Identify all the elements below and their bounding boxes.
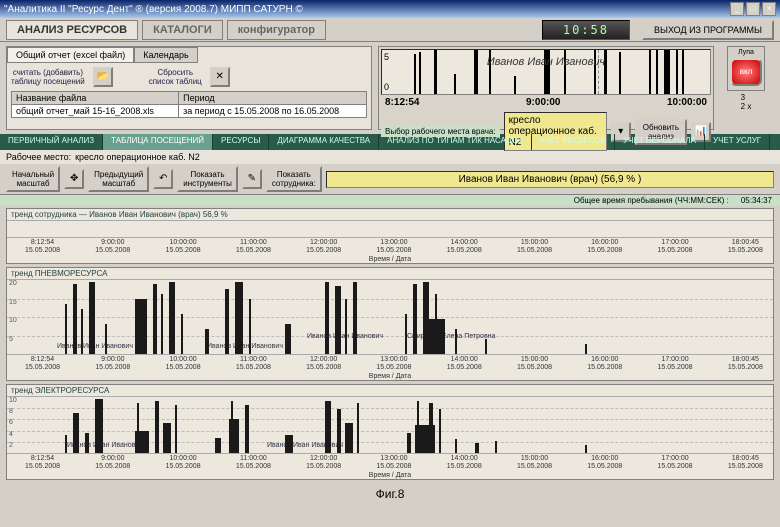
tool-initial-scale[interactable]: Начальный масштаб (6, 166, 60, 192)
read-table-label: считать (добавить) таблицу посещений (11, 68, 85, 86)
tl-t3: 10:00:00 (667, 97, 707, 108)
chart1-xcaption: Время / Дата (7, 256, 773, 263)
chart-electro: тренд ЭЛЕКТРОРЕСУРСА 10 8 6 4 2 Иванов И… (6, 384, 774, 480)
cell-filename: общий отчет_май 15-16_2008.xls (12, 105, 179, 118)
c2-lab2: Иванов Иван Иванович (207, 343, 283, 350)
chart3-xaxis: 8:12:54 15.05.20089:00:00 15.05.200810:0… (7, 454, 773, 472)
col-period: Период (179, 92, 367, 105)
table-row[interactable]: общий отчет_май 15-16_2008.xls за период… (12, 105, 367, 118)
chart3-title: тренд ЭЛЕКТРОРЕСУРСА (7, 385, 773, 396)
c2-y20: 20 (9, 280, 17, 287)
col-filename: Название файла (12, 92, 179, 105)
menu-catalogs[interactable]: КАТАЛОГИ (142, 20, 223, 40)
timeline-person: Иванов Иван Иванович (487, 56, 605, 68)
nav-tabs: ПЕРВИЧНЫЙ АНАЛИЗ ТАБЛИЦА ПОСЕЩЕНИЙ РЕСУР… (0, 134, 780, 150)
minimize-button[interactable]: _ (730, 2, 744, 16)
tool-show-instr[interactable]: Показать инструменты (177, 166, 238, 192)
summary-value: 05:34:37 (741, 196, 772, 205)
cell-period: за период с 15.05.2008 по 16.05.2008 (179, 105, 367, 118)
figure-caption: Фиг.8 (0, 485, 780, 503)
zoom-stack[interactable]: 3 2 x (741, 93, 752, 111)
report-buttons: считать (добавить) таблицу посещений 📂 С… (11, 67, 367, 87)
navtab-services[interactable]: УЧЕТ УСЛУГ (705, 134, 770, 150)
employee-field[interactable]: Иванов Иван Иванович (врач) (56,9 % ) (326, 171, 774, 188)
timeline-axis: 8:12:54 9:00:00 10:00:00 (381, 95, 711, 110)
navtab-staff-acc[interactable]: УЧЕТ ПЕРСОНАЛА (615, 134, 705, 150)
c3-y8: 8 (9, 408, 13, 415)
chart2-xcaption: Время / Дата (7, 373, 773, 380)
c2-y10: 10 (9, 317, 17, 324)
workplace-row: Рабочее место: кресло операционное каб. … (0, 150, 780, 164)
window-titlebar: "Аналитика II "Ресурс Дент" ® (версия 20… (0, 0, 780, 18)
clock-display: 10:58 (542, 20, 630, 40)
summary-bar: Общее время пребывания (ЧЧ:ММ:СЕК) : 05:… (0, 195, 780, 206)
c2-lab4: Смирнова Елена Петровна (407, 333, 495, 340)
report-panel: Общий отчет (excel файл) Календарь счита… (6, 46, 372, 130)
tl-t1: 8:12:54 (385, 97, 419, 108)
navtab-primary[interactable]: ПЕРВИЧНЫЙ АНАЛИЗ (0, 134, 103, 150)
menu-analysis[interactable]: АНАЛИЗ РЕСУРСОВ (6, 20, 138, 40)
undo-icon[interactable]: ↶ (153, 169, 173, 189)
report-tabs: Общий отчет (excel файл) Календарь (7, 47, 371, 63)
c3-y2: 2 (9, 442, 13, 449)
chart-pneumo: тренд ПНЕВМОРЕСУРСА 20 15 10 5 Иванов Ив… (6, 267, 774, 381)
maximize-button[interactable]: □ (746, 2, 760, 16)
tool-show-employee: Показать сотрудника: (266, 166, 322, 192)
file-table: Название файла Период общий отчет_май 15… (11, 91, 367, 118)
chart-toolbar: Начальный масштаб ✥ Предыдущий масштаб ↶… (0, 164, 780, 195)
magnifier-caption: Лупа (730, 49, 762, 56)
edit-icon[interactable]: ✎ (242, 169, 262, 189)
chart1-body[interactable] (7, 220, 773, 238)
tab-calendar[interactable]: Календарь (134, 47, 197, 63)
window-title: "Аналитика II "Ресурс Дент" ® (версия 20… (4, 4, 730, 15)
top-panels: Общий отчет (excel файл) Календарь счита… (0, 42, 780, 134)
timeline-panel: 5 0 Иванов Иван Иванович 8:12:54 9:00:00… (378, 46, 774, 130)
charts-area: тренд сотрудника — Иванов Иван Иванович … (0, 206, 780, 485)
menu-config[interactable]: конфигуратор (227, 20, 326, 40)
c3-y6: 6 (9, 419, 13, 426)
navtab-resources[interactable]: РЕСУРСЫ (213, 134, 269, 150)
summary-label: Общее время пребывания (ЧЧ:ММ:СЕК) : (574, 196, 729, 205)
navtab-res-acc[interactable]: УЧЕТ РЕСУРСОВ (532, 134, 616, 150)
c3-y4: 4 (9, 431, 13, 438)
c2-y15: 15 (9, 299, 17, 306)
tl-y0: 0 (384, 82, 389, 92)
clear-list-button[interactable]: ✕ (210, 67, 230, 87)
chart3-body[interactable]: 10 8 6 4 2 Иванов Иван Иванович Иванов И… (7, 396, 773, 454)
navtab-visits[interactable]: ТАБЛИЦА ПОСЕЩЕНИЙ (103, 134, 213, 150)
tab-general-report[interactable]: Общий отчет (excel файл) (7, 47, 134, 63)
chart2-body[interactable]: 20 15 10 5 Иванов Иван Иванович Иванов И… (7, 279, 773, 355)
chart1-xaxis: 8:12:54 15.05.20089:00:00 15.05.200810:0… (7, 238, 773, 256)
main-menu: АНАЛИЗ РЕСУРСОВ КАТАЛОГИ конфигуратор 10… (0, 18, 780, 42)
chart2-title: тренд ПНЕВМОРЕСУРСА (7, 268, 773, 279)
magnifier-group: Лупа вкл (727, 46, 765, 91)
move-icon[interactable]: ✥ (64, 169, 84, 189)
workplace-row-value: кресло операционное каб. N2 (75, 152, 200, 162)
c2-y5: 5 (9, 336, 13, 343)
tl-y5: 5 (384, 52, 389, 62)
close-button[interactable]: × (762, 2, 776, 16)
exit-button[interactable]: ВЫХОД ИЗ ПРОГРАММЫ (642, 20, 774, 40)
navtab-quality[interactable]: ДИАГРАММА КАЧЕСТВА (269, 134, 379, 150)
c3-lab2: Иванов Иван Иванович (267, 442, 343, 449)
window-buttons: _ □ × (730, 2, 776, 16)
chart-employee-trend: тренд сотрудника — Иванов Иван Иванович … (6, 208, 774, 264)
side-controls: Лупа вкл 3 2 x (718, 46, 774, 130)
tl-t2: 9:00:00 (526, 97, 560, 108)
c3-y10: 10 (9, 397, 17, 404)
tool-prev-scale[interactable]: Предыдущий масштаб (88, 166, 149, 192)
chart2-xaxis: 8:12:54 15.05.20089:00:00 15.05.200810:0… (7, 355, 773, 373)
timeline-chart[interactable]: 5 0 Иванов Иван Иванович (381, 49, 711, 95)
chart1-title: тренд сотрудника — Иванов Иван Иванович … (7, 209, 773, 220)
chart3-xcaption: Время / Дата (7, 472, 773, 479)
magnifier-toggle[interactable]: вкл (730, 58, 762, 86)
workplace-row-label: Рабочее место: (6, 152, 71, 162)
navtab-tips[interactable]: АНАЛИЗ ПО ТИПАМ ТИК НАСАДОК (379, 134, 531, 150)
clear-list-label: Сбросить список таблиц (149, 68, 202, 86)
open-file-button[interactable]: 📂 (93, 67, 113, 87)
